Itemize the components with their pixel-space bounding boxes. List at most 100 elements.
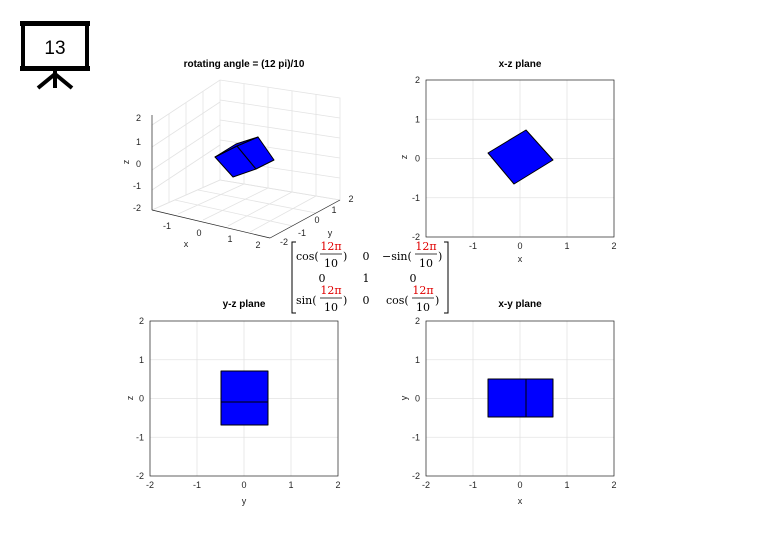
- plot-yz-axes: -2 -1 0 1 2 -2 -1 0 1 2: [136, 316, 341, 490]
- plot-yz-xtick: 1: [288, 480, 293, 490]
- plot-3d-y-axis: [269, 199, 341, 239]
- plot-3d-x-axis: [151, 209, 271, 239]
- plot-xy-ytick: -1: [412, 432, 420, 442]
- matrix-den: 10: [324, 257, 338, 270]
- y-tick: 2: [348, 194, 353, 204]
- plot-yz-xtick: 0: [241, 480, 246, 490]
- z-tick: 0: [136, 159, 141, 169]
- plot-xz-ytick: -2: [412, 232, 420, 242]
- plot-xy-ytick: 1: [415, 355, 420, 365]
- plot-xy-title: x-y plane: [498, 299, 542, 310]
- matrix-close: ): [343, 294, 347, 307]
- plot-yz-ytick: 1: [139, 355, 144, 365]
- plot-yz-xtick: -1: [193, 480, 201, 490]
- plot-yz-xtick: -2: [146, 480, 154, 490]
- matrix-num: 12π: [320, 240, 341, 253]
- plot-yz-rect-top: [220, 370, 269, 403]
- matrix-zero: 0: [363, 294, 370, 307]
- cube-face-top: [214, 136, 259, 158]
- z-tick: -1: [133, 181, 141, 191]
- plot-xz-square: [487, 129, 554, 185]
- x-tick: -1: [163, 221, 171, 231]
- plot-xy-rect-right: [525, 378, 554, 418]
- matrix-one: 1: [363, 272, 370, 285]
- matrix-close: ): [343, 250, 347, 263]
- plot-xy-xtick: 0: [517, 480, 522, 490]
- matrix-sin: sin(: [296, 294, 317, 307]
- plot-xz-ylabel: z: [399, 154, 409, 159]
- y-tick: -1: [298, 228, 306, 238]
- plot-xy-ylabel: y: [399, 395, 409, 400]
- plot-xy-xlabel: x: [518, 496, 523, 506]
- plot-xz-xtick: 2: [611, 241, 616, 251]
- matrix-den: 10: [324, 301, 338, 314]
- matrix-close: ): [438, 250, 442, 263]
- plot-3d-title: rotating angle = (12 pi)/10: [184, 59, 305, 70]
- plot-xz-axes: -1 0 1 2 -2 -1 0 1 2: [412, 75, 617, 251]
- plot-xz-ytick: -1: [412, 193, 420, 203]
- matrix-zero: 0: [319, 272, 326, 285]
- z-tick: -2: [133, 203, 141, 213]
- plot-xy-xtick: -2: [422, 480, 430, 490]
- matrix-num: 12π: [320, 284, 341, 297]
- plot-yz-ytick: -2: [136, 471, 144, 481]
- plot-xy-ytick: 2: [415, 316, 420, 326]
- plot-xz-ytick: 0: [415, 154, 420, 164]
- matrix-zero: 0: [363, 250, 370, 263]
- matrix-den: 10: [419, 257, 433, 270]
- board-top-bar: [20, 21, 90, 26]
- x-tick: 0: [196, 228, 201, 238]
- matrix-bracket-left: [291, 241, 296, 314]
- plot-yz-ytick: 0: [139, 394, 144, 404]
- matrix-cos-1: cos(: [296, 250, 319, 263]
- plot-yz-rect-bottom: [220, 401, 269, 426]
- plot-xz-ytick: 2: [415, 75, 420, 85]
- plot-yz-xlabel: y: [242, 496, 247, 506]
- plot-xz-xtick: 0: [517, 241, 522, 251]
- plot-3d-ylabel: y: [328, 228, 333, 238]
- y-tick: -2: [280, 237, 288, 247]
- plot-3d-zlabel: z: [121, 159, 131, 164]
- plot-xz-title: x-z plane: [499, 59, 542, 70]
- matrix-bracket-right: [444, 241, 449, 314]
- plot-yz-ylabel: z: [125, 395, 135, 400]
- matrix-neg-sin: −sin(: [382, 250, 412, 263]
- board-bottom-bar: [20, 66, 90, 71]
- plot-yz-ytick: 2: [139, 316, 144, 326]
- board-leg-left: [36, 72, 57, 90]
- plot-xy-xtick: 1: [564, 480, 569, 490]
- matrix-zero: 0: [410, 272, 417, 285]
- plot-xy-axes: -2 -1 0 1 2 -2 -1 0 1 2: [412, 316, 617, 490]
- x-tick: 2: [255, 240, 260, 250]
- matrix-cos-2: cos(: [386, 294, 409, 307]
- x-tick: 1: [227, 234, 232, 244]
- matrix-den: 10: [416, 301, 430, 314]
- z-tick: 1: [136, 137, 141, 147]
- plot-yz-xtick: 2: [335, 480, 340, 490]
- matrix-num: 12π: [415, 240, 436, 253]
- plot-xy-xtick: -1: [469, 480, 477, 490]
- plot-xz-xtick: 1: [564, 241, 569, 251]
- y-tick: 0: [314, 215, 319, 225]
- matrix-close: ): [435, 294, 439, 307]
- plot-xy-ytick: -2: [412, 471, 420, 481]
- y-tick: 1: [331, 205, 336, 215]
- plot-xy-ytick: 0: [415, 394, 420, 404]
- board-leg-right: [53, 72, 74, 90]
- plot-xz-xlabel: x: [518, 254, 523, 264]
- plot-3d-cube: [214, 136, 275, 178]
- plot-3d-grid: [151, 79, 341, 239]
- slide-number: 13: [44, 38, 65, 59]
- plot-3d-xlabel: x: [184, 239, 189, 249]
- plot-xy-xtick: 2: [611, 480, 616, 490]
- plot-xz-ytick: 1: [415, 114, 420, 124]
- plot-yz-title: y-z plane: [223, 299, 266, 310]
- matrix-num: 12π: [412, 284, 433, 297]
- z-tick: 2: [136, 113, 141, 123]
- presentation-badge: 13: [20, 21, 90, 90]
